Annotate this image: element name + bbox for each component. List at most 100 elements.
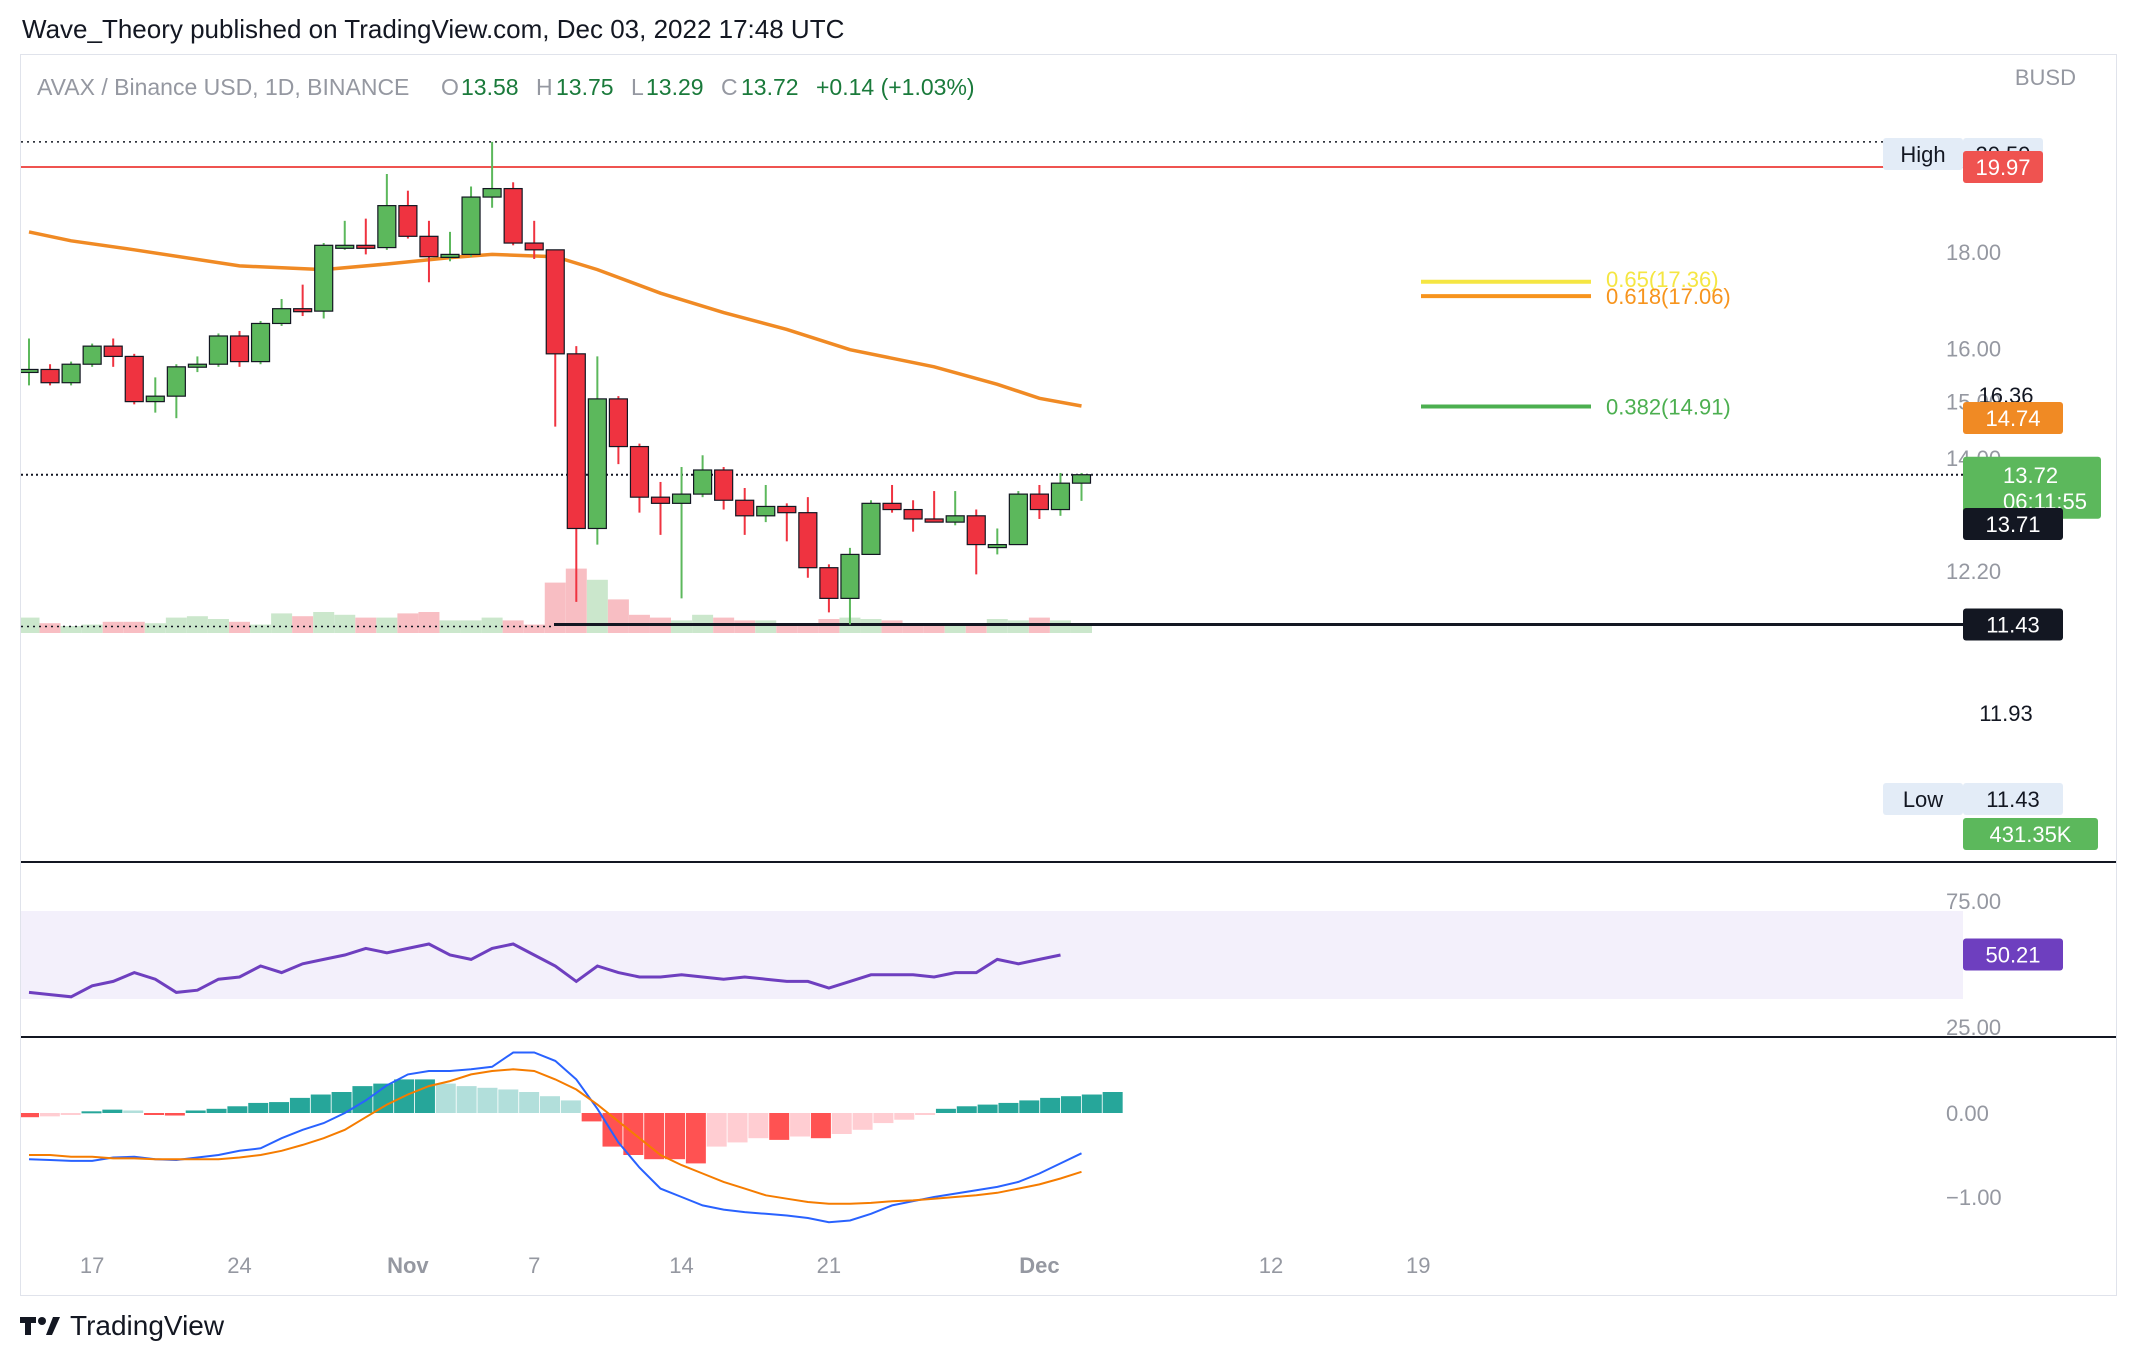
crosshair-price-tag-bg xyxy=(1963,508,2063,540)
macd-histogram-bar xyxy=(644,1113,665,1160)
macd-histogram-bar xyxy=(539,1096,560,1113)
macd-histogram-bar xyxy=(248,1102,269,1113)
x-axis: 17 24 Nov 7 14 21 Dec 12 19 xyxy=(80,1253,1431,1278)
macd-histogram-bar xyxy=(915,1113,936,1115)
volume-bar xyxy=(102,621,124,633)
macd-histogram-bar xyxy=(1019,1100,1040,1113)
macd-histogram-bar xyxy=(185,1110,206,1113)
candle-body xyxy=(61,363,81,384)
candle-body xyxy=(1008,493,1028,546)
tradingview-footer[interactable]: TradingView xyxy=(20,1310,224,1342)
volume-bar xyxy=(334,614,356,633)
high-tag-label-bg xyxy=(1883,138,1963,170)
ohlc-low-label: L xyxy=(631,74,644,100)
x-tick-label: 19 xyxy=(1406,1253,1430,1278)
candle-body xyxy=(650,496,671,504)
rsi-tick-75: 75.00 xyxy=(1946,889,2001,914)
x-tick-label: 14 xyxy=(669,1253,693,1278)
macd-histogram-bar xyxy=(831,1113,852,1134)
candle-body xyxy=(945,515,965,523)
candle-body xyxy=(566,353,586,530)
candle-body xyxy=(819,567,839,599)
x-tick-label: 21 xyxy=(817,1253,841,1278)
ema-line xyxy=(28,230,1082,408)
macd-histogram-bar xyxy=(435,1083,456,1113)
low-tag-label: Low xyxy=(1903,787,1943,812)
volume-price-tag: 431.35K xyxy=(1990,822,2072,847)
volume-bar xyxy=(186,616,208,633)
volume-bar xyxy=(81,624,103,633)
candle-body xyxy=(777,505,797,514)
candle-body xyxy=(166,366,186,397)
chart-frame[interactable]: AVAX / Binance USD, 1D, BINANCE O 13.58 … xyxy=(20,54,2117,1296)
candle-body xyxy=(314,244,334,312)
volume-bar xyxy=(523,624,545,633)
rsi-line xyxy=(28,942,1061,999)
candle-body xyxy=(82,345,102,365)
macd-tick-neg1: −1.00 xyxy=(1946,1185,2002,1210)
volume-bar xyxy=(1071,623,1092,633)
macd-histogram-bar xyxy=(164,1113,185,1116)
rsi-band xyxy=(21,911,1963,999)
macd-histogram-bar xyxy=(144,1113,165,1115)
low-tag-value: 11.43 xyxy=(1986,787,2039,812)
macd-histogram-bar xyxy=(810,1113,831,1139)
volume-bar xyxy=(797,624,819,633)
macd-histogram-bar xyxy=(352,1086,373,1113)
ema-price-tag: 14.74 xyxy=(1985,406,2040,431)
candle-body xyxy=(229,335,250,363)
macd-tick-0: 0.00 xyxy=(1946,1101,1989,1126)
candle-body xyxy=(440,253,460,258)
candle-body xyxy=(629,445,650,498)
volume-bar xyxy=(418,612,440,633)
macd-histogram-bar xyxy=(206,1108,227,1113)
chart-svg[interactable]: AVAX / Binance USD, 1D, BINANCE O 13.58 … xyxy=(21,55,2116,1295)
volume-bar xyxy=(1049,620,1071,633)
support-price-tag: 11.43 xyxy=(1986,613,2039,638)
macd-histogram-bar xyxy=(1060,1096,1081,1113)
volume-bar xyxy=(607,599,629,633)
candle-body xyxy=(608,398,629,448)
macd-histogram-bar xyxy=(935,1108,956,1113)
volume-price-tag-bg xyxy=(1963,818,2098,850)
candle-body xyxy=(1071,474,1092,484)
candle-body xyxy=(356,244,376,249)
macd-histogram-bar xyxy=(977,1104,998,1113)
macd-histogram-bar xyxy=(790,1113,811,1137)
macd-histogram-bar xyxy=(21,1113,39,1118)
macd-histogram-bar xyxy=(477,1087,498,1113)
y-tick-label: 18.00 xyxy=(1946,240,2001,265)
volume-bar xyxy=(439,620,461,633)
macd-line xyxy=(28,1051,1082,1224)
macd-histogram-bar xyxy=(269,1102,290,1113)
macd-histogram-bar xyxy=(310,1094,331,1113)
resistance-price-tag-bg xyxy=(1963,150,2043,183)
candle-body xyxy=(966,515,986,546)
candle-body xyxy=(735,499,755,517)
candle-body xyxy=(40,368,60,384)
volume-bar xyxy=(544,582,566,633)
macd-histogram-bar xyxy=(769,1113,790,1140)
resistance-price-tag: 19.97 xyxy=(1975,155,2030,180)
ohlc-high-label: H xyxy=(536,74,553,100)
macd-histogram-bar xyxy=(1102,1092,1123,1113)
candle-body xyxy=(145,395,165,403)
candle-body xyxy=(398,205,418,237)
macd-histogram-bar xyxy=(1081,1094,1102,1113)
ohlc-close-value: 13.72 xyxy=(741,74,799,100)
volume-bar xyxy=(21,617,40,633)
macd-histogram-bar xyxy=(102,1109,123,1113)
volume-bar xyxy=(881,620,903,633)
candle-body xyxy=(692,469,713,495)
macd-histogram-bar xyxy=(665,1113,686,1160)
volume-bar xyxy=(207,619,229,633)
volume-bar xyxy=(923,624,945,633)
brand-name: TradingView xyxy=(70,1310,225,1341)
macd-histogram-bar xyxy=(331,1092,352,1113)
candle-body xyxy=(798,512,818,569)
crosshair-price-tag: 13.71 xyxy=(1985,512,2040,537)
volume-bar xyxy=(60,626,82,633)
volume-bar xyxy=(481,617,503,633)
candle-body xyxy=(840,553,860,599)
macd-histogram-bar xyxy=(39,1113,60,1117)
